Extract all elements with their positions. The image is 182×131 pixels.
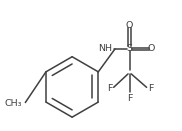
Text: S: S [127, 44, 133, 53]
Text: NH: NH [98, 44, 112, 53]
Text: F: F [107, 84, 112, 93]
Text: F: F [127, 94, 132, 103]
Text: O: O [147, 44, 155, 53]
Text: F: F [148, 84, 154, 93]
Text: CH₃: CH₃ [5, 99, 22, 108]
Text: O: O [126, 21, 133, 30]
